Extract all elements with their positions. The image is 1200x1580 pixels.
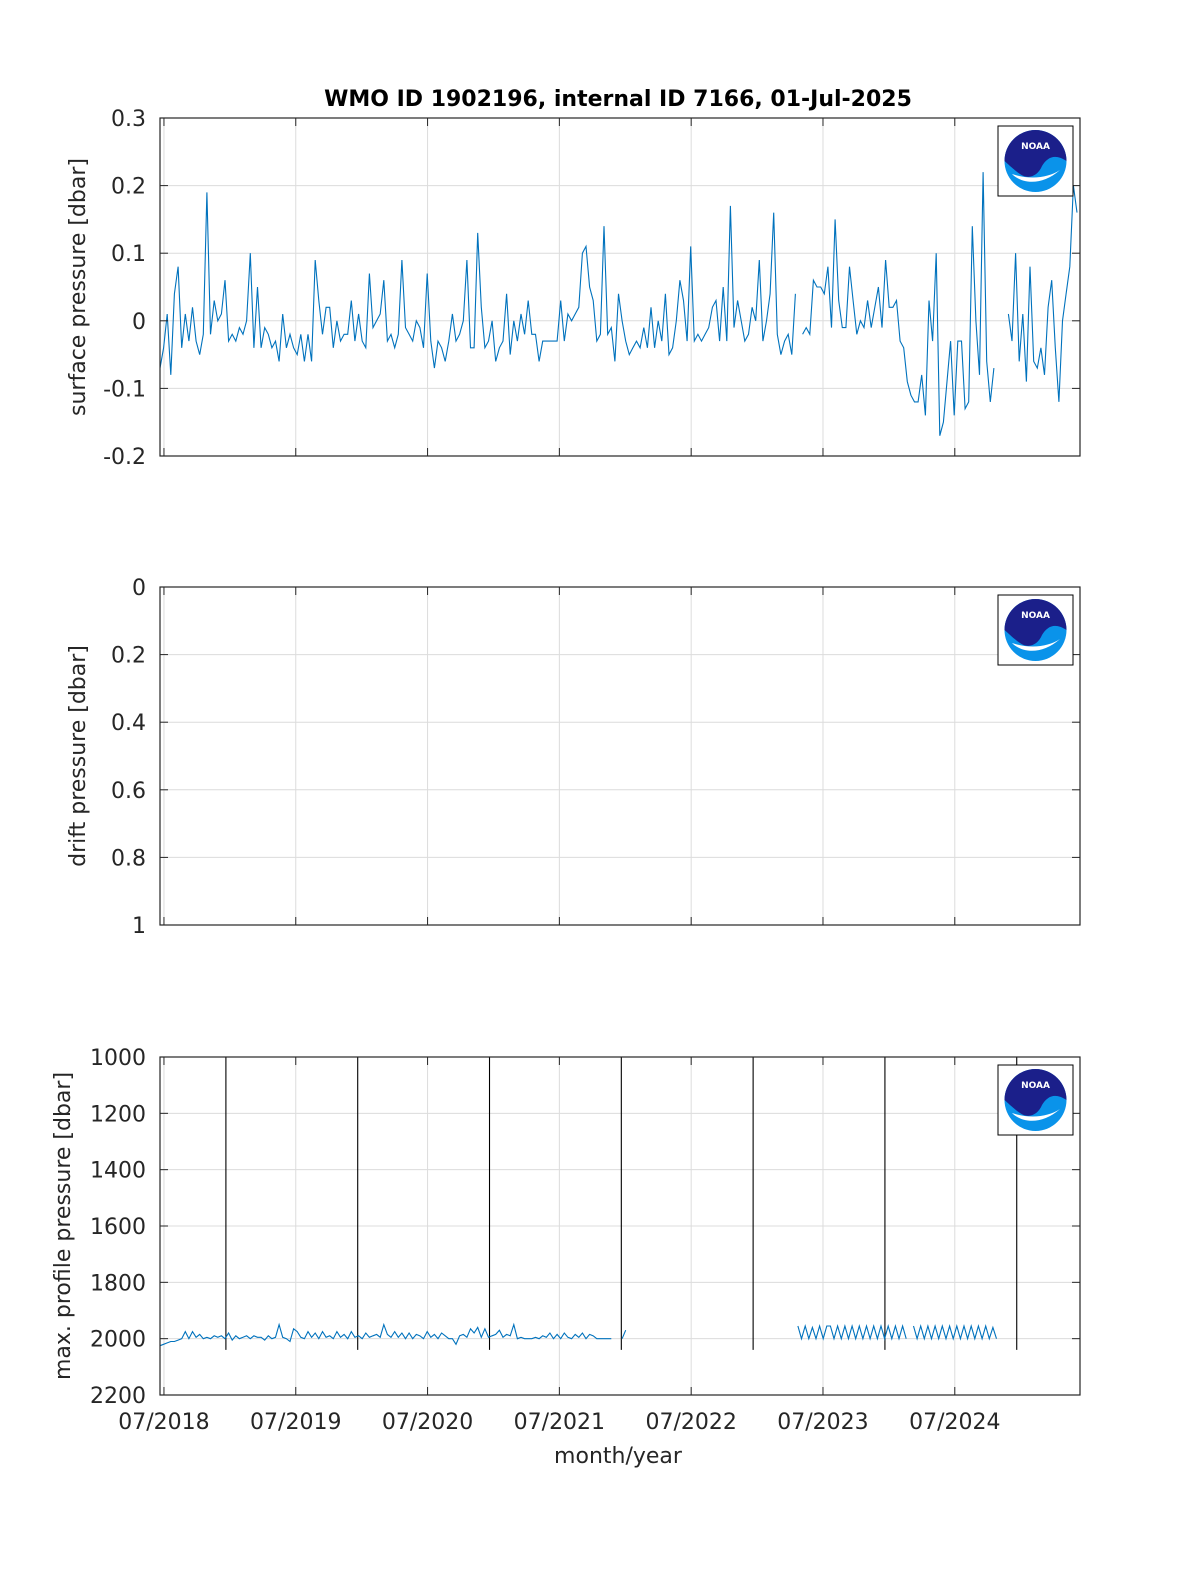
x-tick-label: 07/2024 <box>909 1410 1000 1435</box>
y-tick-label: 1400 <box>90 1159 146 1184</box>
y-tick-label: 0.3 <box>111 107 146 132</box>
x-tick-label: 07/2018 <box>118 1410 209 1435</box>
x-axis-label: month/year <box>554 1444 683 1469</box>
figure-title: WMO ID 1902196, internal ID 7166, 01-Jul… <box>324 87 912 112</box>
x-tick-label: 07/2019 <box>250 1410 341 1435</box>
y-tick-label: 0.4 <box>111 711 146 736</box>
y-tick-label: 2000 <box>90 1328 146 1353</box>
y-tick-label: -0.1 <box>103 377 146 402</box>
y-tick-label: 0.2 <box>111 644 146 669</box>
y-tick-label: 1200 <box>90 1102 146 1127</box>
noaa-logo: NOAA <box>997 125 1074 197</box>
noaa-logo: NOAA <box>997 1064 1074 1136</box>
x-tick-label: 07/2022 <box>645 1410 736 1435</box>
chart-panel-3: 1000 1200 1400 1600 1800 2000 2200 max. profile… <box>51 1046 1081 1435</box>
logo-text: NOAA <box>1021 1081 1050 1091</box>
y-tick-label: 1600 <box>90 1215 146 1240</box>
chart-panel-2: 0 0.2 0.4 0.6 0.8 1 drift pressure [dbar] NOAA <box>66 576 1081 939</box>
logo-upper-half <box>1004 130 1067 177</box>
y-tick-label: 0.2 <box>111 175 146 200</box>
logo-seagull <box>1012 639 1060 651</box>
y-tick-label: 1000 <box>90 1046 146 1071</box>
logo-seagull <box>1012 1109 1060 1121</box>
y-axis-label: max. profile pressure [dbar] <box>51 1072 76 1380</box>
logo-text: NOAA <box>1021 611 1050 621</box>
logo-upper-half <box>1004 1069 1067 1116</box>
axes-frame <box>159 586 1081 926</box>
y-tick-label: 1 <box>132 914 146 939</box>
x-tick-label: 07/2021 <box>514 1410 605 1435</box>
data-series-line <box>159 172 1078 436</box>
logo-upper-half <box>1004 599 1067 646</box>
y-tick-label: 1800 <box>90 1271 146 1296</box>
y-axis-label: drift pressure [dbar] <box>66 645 91 867</box>
y-tick-label: 0.6 <box>111 779 146 804</box>
data-series-line <box>797 1323 998 1341</box>
logo-text: NOAA <box>1021 142 1050 152</box>
y-tick-label: 0.1 <box>111 242 146 267</box>
y-tick-label: 0 <box>132 576 146 601</box>
y-tick-label: -0.2 <box>103 445 146 470</box>
x-tick-label: 07/2020 <box>382 1410 473 1435</box>
logo-seagull <box>1012 170 1060 182</box>
data-series-line <box>159 1322 627 1347</box>
y-axis-label: surface pressure [dbar] <box>66 158 91 416</box>
axes-frame <box>159 117 1081 457</box>
y-tick-label: 2200 <box>90 1384 146 1409</box>
x-tick-label: 07/2023 <box>777 1410 868 1435</box>
noaa-logo: NOAA <box>997 594 1074 666</box>
y-tick-label: 0.8 <box>111 846 146 871</box>
chart-panel-1: -0.2 -0.1 0 0.1 0.2 0.3 surface pressure [dbar… <box>66 107 1081 470</box>
y-tick-label: 0 <box>132 310 146 335</box>
